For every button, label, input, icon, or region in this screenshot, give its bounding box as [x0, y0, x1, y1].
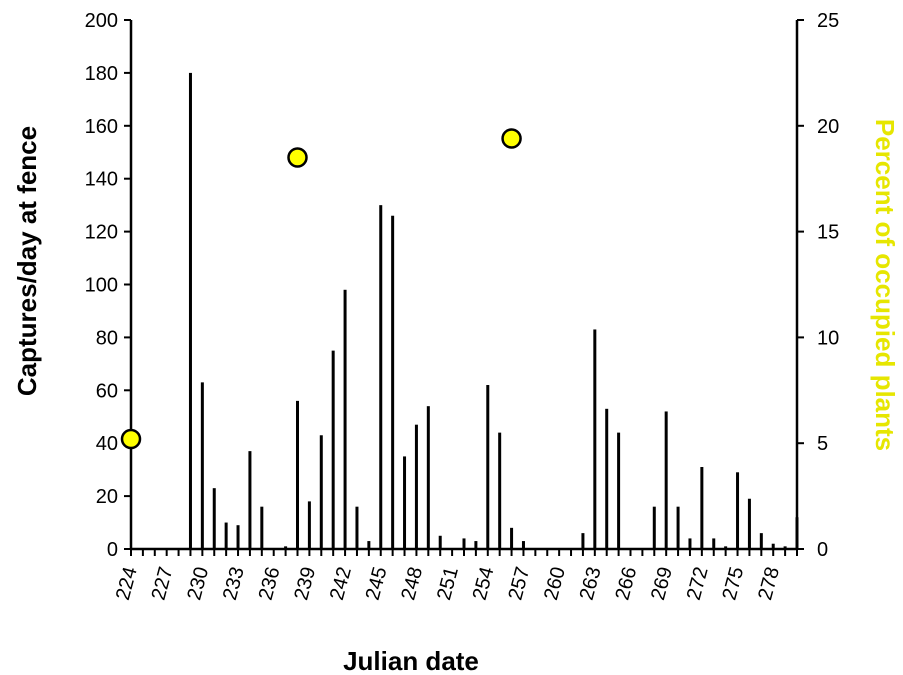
bar [617, 432, 621, 549]
x-axis-ticks: 224 227 230 233 236 239 242 245 248 251 254 257 260 2… [112, 549, 798, 603]
bar [795, 517, 799, 549]
bar [331, 350, 335, 549]
x-tick-label: 254 [469, 565, 499, 603]
x-tick-label: 260 [540, 565, 570, 603]
x-tick-label: 248 [397, 565, 427, 603]
bar [581, 533, 585, 549]
y-tick-label: 140 [85, 169, 118, 191]
bar [605, 408, 609, 549]
y-tick-label: 160 [85, 116, 118, 138]
scatter-point [120, 428, 142, 450]
y2-tick-label: 25 [817, 10, 839, 32]
x-tick-label: 245 [362, 565, 392, 603]
y-axis-left-title: Captures/day at fence [12, 126, 42, 396]
x-axis-title: Julian date [343, 646, 479, 675]
y-tick-label: 200 [85, 10, 118, 32]
bar [521, 541, 525, 549]
bar [188, 72, 192, 550]
bar [771, 543, 775, 549]
bar [498, 432, 502, 549]
x-tick-label: 278 [754, 565, 784, 603]
bar [759, 533, 763, 549]
bar [403, 456, 407, 549]
bar [296, 400, 299, 549]
bar [688, 538, 692, 549]
bar [462, 538, 466, 549]
bar [724, 546, 728, 549]
x-tick-label: 236 [255, 565, 285, 603]
bar [486, 385, 490, 549]
bar [712, 538, 716, 549]
bar [200, 382, 204, 549]
bar-series [188, 72, 799, 550]
y-tick-label: 180 [85, 63, 118, 85]
x-tick-label: 266 [611, 565, 641, 603]
x-tick-label: 233 [219, 565, 249, 603]
y-tick-label: 100 [85, 275, 118, 297]
y-tick-label: 20 [96, 486, 118, 508]
bar [747, 498, 751, 549]
bar [355, 506, 359, 549]
bar [426, 406, 430, 549]
y-tick-label: 0 [107, 539, 118, 561]
bar [224, 522, 228, 549]
bar [367, 541, 371, 549]
bar [510, 527, 514, 549]
bar [307, 501, 311, 549]
x-tick-label: 275 [718, 565, 748, 603]
y2-tick-label: 5 [817, 433, 828, 455]
bar [664, 411, 668, 549]
x-tick-label: 251 [433, 565, 463, 603]
bar [260, 506, 264, 549]
bar [438, 535, 442, 549]
x-tick-label: 272 [683, 565, 713, 603]
y2-tick-label: 15 [817, 222, 839, 244]
bar [319, 435, 323, 549]
y-tick-label: 120 [85, 222, 118, 244]
bar [414, 424, 418, 549]
y-axis-left-ticks: 0 20 40 60 80 100 120 140 160 180 200 [85, 10, 131, 561]
y2-tick-label: 10 [817, 327, 839, 349]
bar [236, 525, 240, 549]
bar [284, 546, 288, 549]
scatter-point [287, 147, 308, 168]
x-tick-label: 263 [576, 565, 606, 603]
x-tick-label: 239 [290, 565, 320, 603]
x-tick-label: 269 [647, 565, 677, 603]
x-tick-label: 230 [183, 565, 213, 603]
bar [736, 472, 740, 549]
bar [391, 215, 395, 550]
y-axis-right-ticks: 0 5 10 15 20 25 [797, 10, 839, 561]
bar [212, 488, 216, 549]
x-tick-label: 242 [326, 565, 356, 603]
y-tick-label: 80 [96, 327, 118, 349]
y2-tick-label: 20 [817, 116, 839, 138]
axes [129, 20, 799, 551]
scatter-series [120, 128, 522, 450]
y-axis-right-title: Percent of occupied plants [870, 119, 900, 451]
bar [474, 541, 478, 549]
bar [783, 546, 787, 549]
bar [343, 289, 347, 549]
bar [248, 451, 252, 549]
bar [700, 467, 704, 549]
x-tick-label: 257 [504, 565, 534, 603]
y-tick-label: 40 [96, 433, 118, 455]
y2-tick-label: 0 [817, 539, 828, 561]
y-tick-label: 60 [96, 380, 118, 402]
bar [593, 329, 597, 549]
x-tick-label: 227 [148, 565, 178, 603]
scatter-point [501, 128, 522, 149]
bar [379, 205, 383, 549]
bar [676, 506, 680, 549]
bar [652, 506, 656, 549]
x-tick-label: 224 [112, 565, 142, 603]
